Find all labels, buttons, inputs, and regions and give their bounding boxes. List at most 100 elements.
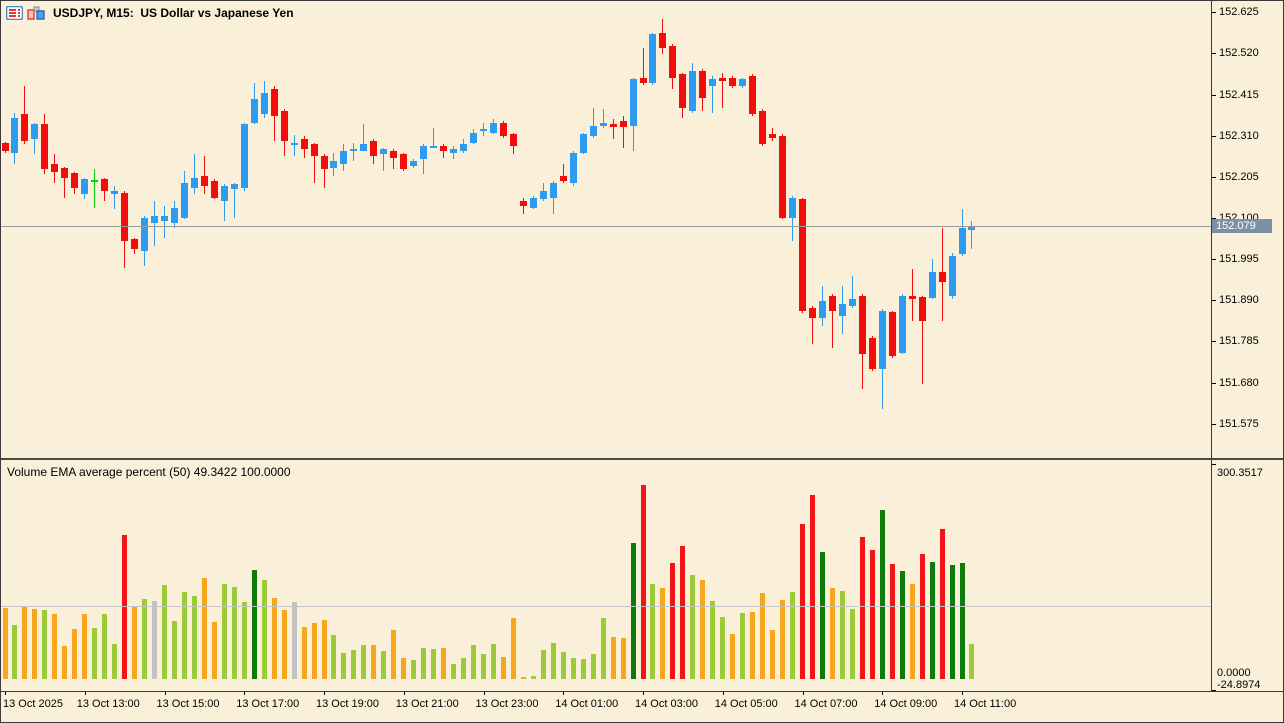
time-axis-label: 13 Oct 2025 (3, 698, 63, 710)
candle-wick (592, 107, 594, 139)
price-axis-label: 152.415 (1219, 88, 1259, 101)
volume-bar (42, 610, 48, 679)
candle-wick (193, 154, 195, 195)
volume-bar (650, 584, 656, 679)
market-watch-icon[interactable] (6, 6, 23, 20)
candle (729, 78, 737, 86)
price-axis-label: 151.680 (1219, 376, 1259, 389)
candle (260, 92, 268, 115)
volume-bar (331, 634, 337, 679)
candle (848, 299, 856, 307)
candle (320, 156, 328, 169)
chart-title: USDJPY, M15: US Dollar vs Japanese Yen (53, 6, 294, 20)
candle (51, 163, 59, 173)
volume-bar (281, 610, 287, 679)
candle (539, 190, 547, 200)
volume-indicator-pane[interactable] (1, 460, 1211, 691)
volume-bar (780, 600, 786, 679)
volume-bar (2, 607, 8, 679)
candle (270, 89, 278, 117)
volume-bar (550, 642, 556, 679)
candle-wick (562, 163, 564, 184)
volume-bar (969, 644, 975, 679)
time-axis-tick (164, 691, 166, 695)
volume-bar (580, 659, 586, 679)
volume-bar (261, 580, 267, 679)
candle (858, 296, 866, 355)
candle (300, 139, 308, 149)
candle (818, 301, 826, 318)
candle-wick (203, 156, 205, 195)
chart-window-icon[interactable] (27, 6, 45, 20)
candle (170, 208, 178, 224)
volume-bar (311, 623, 317, 679)
price-axis-label: 151.995 (1219, 253, 1259, 266)
candle (569, 152, 577, 184)
candle (151, 216, 159, 224)
time-axis-tick (5, 691, 6, 695)
candle (400, 154, 408, 169)
volume-bar (291, 601, 297, 679)
volume-bar (361, 645, 367, 679)
candle-wick (722, 72, 724, 108)
candle (749, 76, 757, 115)
volume-bar (530, 676, 536, 679)
candle (938, 272, 946, 283)
volume-bar (142, 599, 148, 679)
price-axis-tick (1211, 53, 1216, 55)
volume-bar (171, 621, 177, 679)
candle (190, 178, 198, 189)
candle-wick (612, 119, 614, 140)
candle (808, 308, 816, 318)
candle (679, 74, 687, 108)
candle (280, 110, 288, 142)
candle-wick (831, 294, 833, 349)
time-axis-label: 14 Oct 09:00 (874, 698, 938, 710)
time-axis-label: 14 Oct 11:00 (954, 698, 1017, 710)
time-axis-label: 13 Oct 17:00 (236, 698, 300, 710)
volume-bar (610, 636, 616, 679)
candle (888, 312, 896, 357)
candle (380, 149, 388, 155)
candle (430, 145, 438, 148)
candle (200, 176, 208, 186)
time-axis-tick (324, 691, 325, 695)
time-axis-label: 13 Oct 19:00 (316, 698, 379, 710)
volume-axis-label: 0.0000 (1217, 667, 1251, 679)
candle-wick (383, 147, 385, 171)
candle (549, 183, 557, 198)
volume-bar (620, 638, 626, 679)
volume-bar (889, 564, 895, 679)
candle (81, 179, 89, 195)
time-axis-tick (563, 691, 565, 695)
volume-bar (770, 630, 776, 679)
time-axis-label: 14 Oct 07:00 (794, 698, 858, 710)
candle-wick (293, 134, 295, 157)
chart-header: USDJPY, M15: US Dollar vs Japanese Yen (6, 5, 294, 21)
candle-wick (164, 205, 165, 238)
volume-bar (909, 584, 915, 679)
price-axis-label: 152.310 (1219, 129, 1259, 142)
price-axis-tick (1211, 382, 1216, 384)
candle-wick (353, 143, 355, 162)
candle (838, 304, 846, 316)
candle-wick (114, 185, 116, 209)
pane-separator[interactable] (1, 458, 1283, 460)
volume-bar (92, 627, 98, 679)
volume-bar (102, 613, 108, 679)
time-axis-tick (643, 691, 645, 695)
volume-bar (959, 562, 965, 679)
candle (709, 78, 717, 86)
candle (250, 98, 258, 124)
volume-bar (859, 537, 865, 679)
candle (230, 183, 238, 189)
candle (529, 198, 537, 209)
volume-bar (391, 630, 397, 679)
volume-bar (341, 652, 347, 679)
candle (220, 185, 228, 202)
volume-bar (919, 553, 925, 679)
volume-axis-tick (1211, 690, 1216, 691)
price-chart-pane[interactable] (1, 1, 1211, 458)
price-axis-label: 152.205 (1219, 170, 1259, 183)
volume-bar (949, 564, 955, 679)
